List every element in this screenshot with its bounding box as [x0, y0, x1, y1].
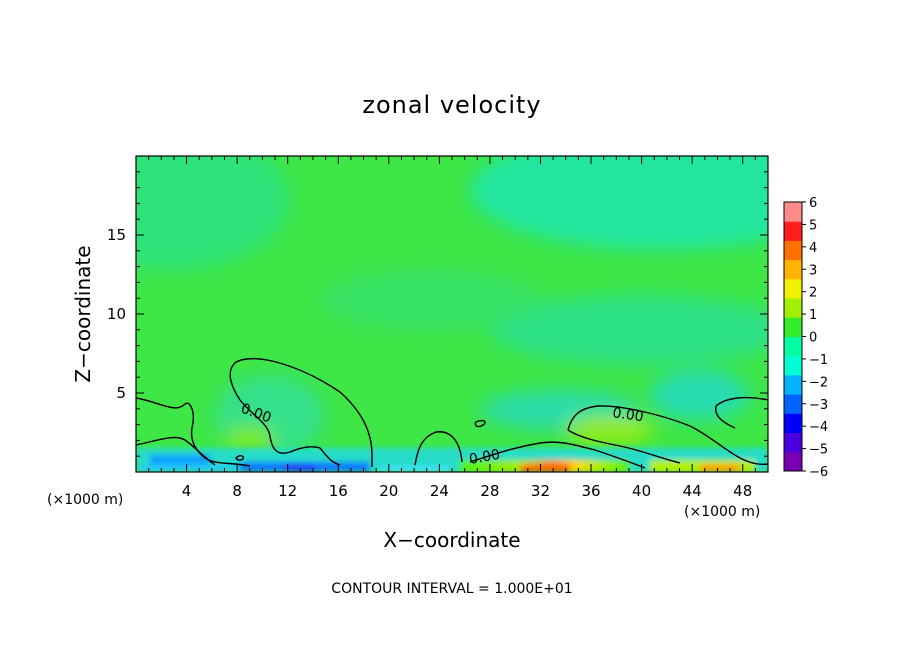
colorbar-swatch	[784, 394, 802, 414]
x-tick-label: 8	[232, 482, 242, 500]
colorbar-tick-label: 1	[809, 308, 817, 323]
contour-interval-note: CONTOUR INTERVAL = 1.000E+01	[331, 581, 572, 597]
y-tick-label: 10	[107, 305, 126, 323]
colorbar-swatch	[784, 355, 802, 376]
colorbar-swatch	[784, 413, 802, 434]
contour-label: 0.00	[611, 405, 644, 425]
contour-line	[235, 455, 245, 461]
x-tick-label: 44	[683, 482, 702, 500]
y-axis: 5 10 15	[107, 171, 768, 457]
contour-line	[136, 397, 251, 467]
contour-line	[567, 405, 768, 466]
heatmap-field	[136, 156, 768, 472]
y-tick-label: 15	[107, 226, 126, 244]
x-tick-label: 40	[632, 482, 651, 500]
x-tick-label: 48	[733, 482, 752, 500]
z-unit-label: (×1000 m)	[47, 492, 123, 508]
colorbar-swatch	[784, 298, 802, 318]
colorbar-swatch	[784, 374, 802, 395]
contour-line	[136, 436, 216, 466]
x-tick-label: 16	[329, 482, 348, 500]
colorbar: 6 5 4 3 2 1 0 −1 −2 −3 −4 −5 −6	[783, 196, 828, 480]
x-tick-label: 20	[379, 482, 398, 500]
contour-line	[567, 429, 681, 464]
colorbar-swatch	[784, 278, 802, 299]
colorbar-swatch	[784, 202, 802, 222]
colorbar-swatch	[784, 259, 802, 280]
colorbar-swatch	[784, 240, 802, 261]
colorbar-tick-label: −5	[809, 443, 828, 458]
x-tick-label: 12	[278, 482, 297, 500]
contour-line	[474, 419, 486, 428]
contour-line	[239, 399, 341, 466]
x-tick-label: 32	[531, 482, 550, 500]
colorbar-tick-label: 3	[809, 263, 817, 278]
x-tick-label: 36	[581, 482, 600, 500]
colorbar-tick-label: −2	[809, 375, 828, 390]
contour-line	[229, 358, 373, 467]
colorbar-tick-label: 4	[809, 241, 817, 256]
colorbar-tick-label: 0	[809, 331, 817, 346]
colorbar-swatch	[784, 317, 802, 337]
contour-label: 0.00	[468, 447, 501, 468]
chart-title: zonal velocity	[362, 91, 541, 119]
colorbar-tick-label: −1	[809, 353, 828, 368]
y-tick-label: 5	[116, 384, 126, 402]
contour-line	[469, 441, 646, 469]
colorbar-tick-label: −4	[809, 420, 828, 435]
colorbar-swatch	[784, 432, 802, 453]
colorbar-tick-label: 5	[809, 218, 817, 233]
colorbar-tick-label: −6	[809, 465, 828, 480]
x-axis-title: X−coordinate	[383, 528, 520, 552]
x-axis: 4 8 12 16 20 24 28 32 36 40 44 48	[148, 156, 756, 500]
colorbar-swatch	[784, 221, 802, 241]
colorbar-tick-label: 2	[809, 286, 817, 301]
colorbar-swatch	[784, 336, 802, 357]
y-axis-title: Z−coordinate	[71, 245, 95, 382]
x-unit-label: (×1000 m)	[684, 504, 760, 520]
x-tick-label: 24	[430, 482, 449, 500]
x-tick-label: 4	[182, 482, 192, 500]
contour-lines	[136, 358, 768, 469]
colorbar-tick-label: −3	[809, 398, 828, 413]
contour-line	[414, 431, 463, 466]
x-tick-label: 28	[480, 482, 499, 500]
colorbar-swatch	[784, 451, 802, 472]
colorbar-tick-label: 6	[809, 196, 817, 211]
contour-line	[715, 396, 768, 429]
